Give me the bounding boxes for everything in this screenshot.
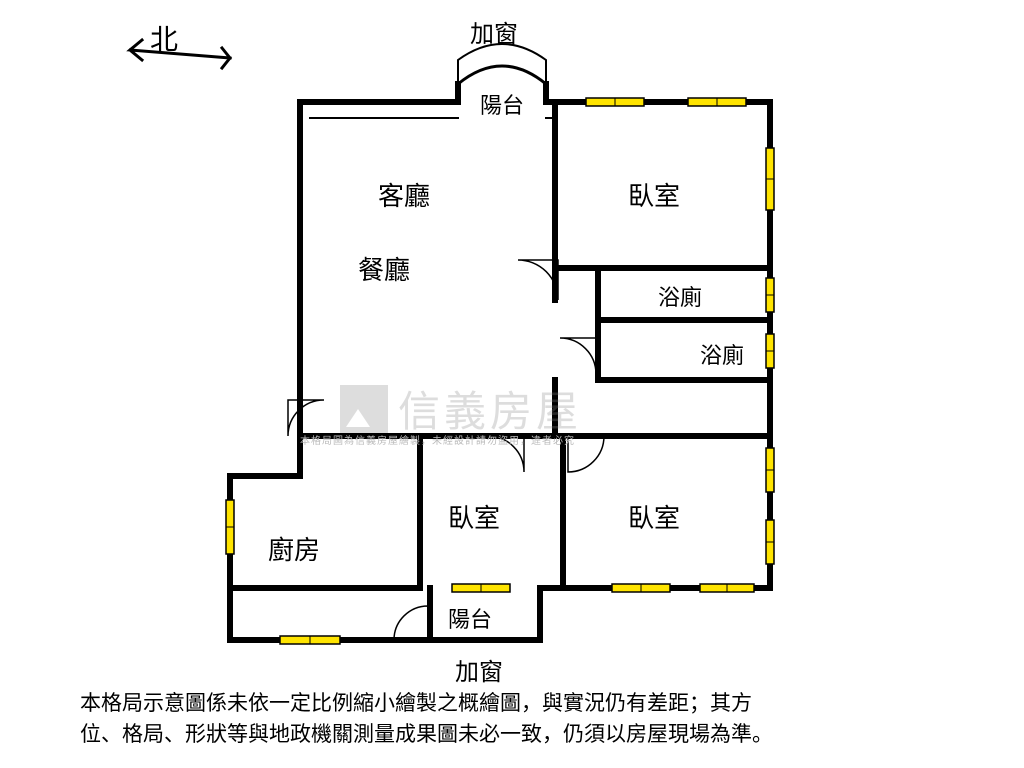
window-annotation: 加窗 — [455, 652, 503, 687]
room-label: 廚房 — [268, 530, 320, 567]
compass-label: 北 — [150, 18, 178, 58]
room-label: 浴廁 — [700, 338, 744, 370]
room-label: 浴廁 — [658, 280, 702, 312]
room-label: 臥室 — [628, 176, 680, 213]
room-label: 陽台 — [448, 602, 492, 634]
window-annotation: 加窗 — [470, 14, 518, 49]
disclaimer-line1: 本格局示意圖係未依一定比例縮小繪製之概繪圖，與實況仍有差距；其方 — [80, 692, 752, 715]
room-label: 陽台 — [480, 88, 524, 120]
room-label: 客廳 — [378, 176, 430, 213]
watermark-brand: 信義房屋 — [398, 378, 582, 439]
watermark-subtext: 本格局圖為信義房屋繪製，未經設計請勿盜用，違者必究 — [300, 432, 575, 447]
room-label: 臥室 — [628, 498, 680, 535]
floorplan-canvas: 北 陽台客廳餐廳臥室浴廁浴廁臥室臥室廚房陽台 加窗加窗 信義房屋 本格局圖為信義… — [0, 0, 1024, 768]
watermark: 信義房屋 — [340, 378, 582, 439]
disclaimer-line2: 位、格局、形狀等與地政機關測量成果圖未必一致，仍須以房屋現場為準。 — [80, 723, 773, 746]
room-label: 餐廳 — [358, 250, 410, 287]
watermark-logo-icon — [340, 385, 388, 433]
disclaimer-text: 本格局示意圖係未依一定比例縮小繪製之概繪圖，與實況仍有差距；其方 位、格局、形狀… — [80, 689, 950, 750]
room-label: 臥室 — [448, 498, 500, 535]
